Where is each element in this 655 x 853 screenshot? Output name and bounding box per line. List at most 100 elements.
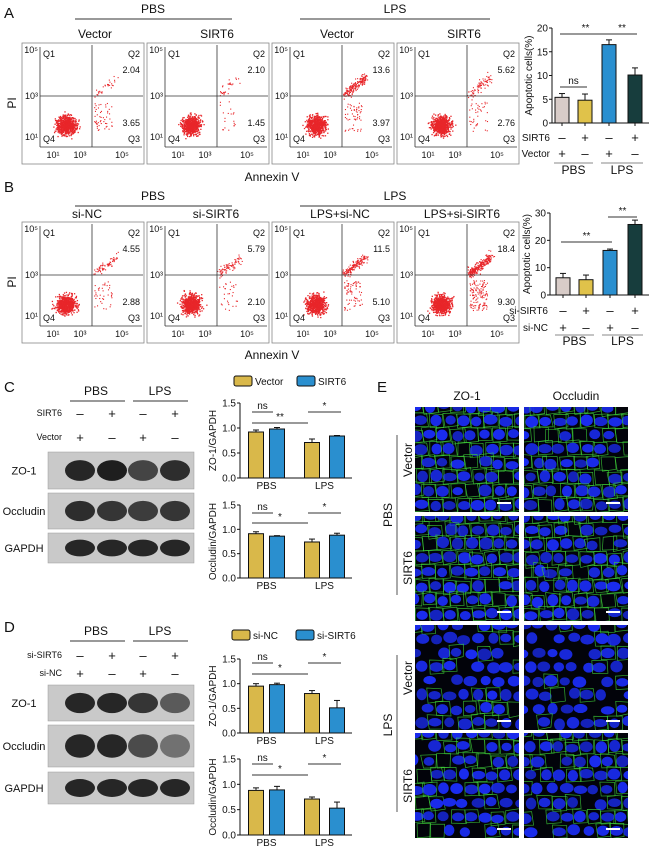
event-dot: [311, 127, 313, 130]
event-dot: [442, 135, 444, 137]
event-dot: [196, 301, 199, 303]
event-dot: [307, 123, 309, 126]
event-dot: [441, 127, 443, 130]
event-dot: [306, 116, 308, 118]
event-dot: [196, 135, 198, 137]
event-dot: [436, 124, 438, 126]
event-dot: [314, 125, 316, 127]
event-dot: [62, 131, 64, 134]
event-dot: [190, 122, 192, 125]
event-dot: [190, 135, 192, 137]
event-dot: [317, 116, 319, 118]
event-dot: [440, 128, 443, 130]
event-dot: [363, 77, 365, 79]
event-dot: [238, 261, 240, 263]
event-dot: [346, 91, 348, 93]
event-dot: [439, 116, 441, 118]
event-dot: [441, 119, 443, 121]
event-dot: [223, 298, 225, 300]
event-dot: [201, 310, 203, 312]
event-dot: [476, 124, 478, 126]
event-dot: [64, 118, 66, 120]
event-dot: [306, 119, 308, 122]
event-dot: [220, 272, 222, 274]
event-dot: [196, 310, 198, 312]
event-dot: [104, 265, 106, 267]
a-condition-1: Vector: [78, 27, 112, 41]
event-dot: [66, 129, 68, 132]
event-dot: [54, 119, 57, 122]
event-dot: [309, 114, 311, 116]
event-dot: [198, 315, 200, 317]
event-dot: [66, 296, 68, 299]
event-dot: [57, 125, 59, 127]
event-dot: [99, 266, 101, 268]
event-dot: [318, 128, 321, 130]
event-dot: [180, 119, 182, 122]
event-dot: [189, 290, 191, 292]
event-dot: [355, 119, 357, 121]
event-dot: [469, 120, 471, 122]
event-dot: [185, 306, 187, 308]
event-dot: [59, 305, 61, 307]
event-dot: [102, 284, 104, 286]
event-dot: [195, 297, 197, 299]
event-dot: [224, 269, 226, 271]
event-dot: [436, 127, 438, 129]
event-dot: [188, 299, 190, 301]
event-dot: [58, 116, 60, 118]
panel-label-d: D: [4, 619, 15, 636]
q2-percentage: 13.6: [372, 65, 390, 75]
event-dot: [437, 127, 440, 129]
event-dot: [316, 126, 318, 129]
event-dot: [185, 118, 187, 121]
event-dot: [114, 258, 116, 260]
event-dot: [315, 112, 317, 115]
event-dot: [75, 124, 77, 126]
event-dot: [348, 90, 350, 92]
event-dot: [229, 268, 231, 270]
event-dot: [189, 122, 191, 124]
event-dot: [191, 302, 194, 304]
event-dot: [199, 121, 201, 124]
quadrant-label-q2: Q2: [503, 49, 515, 59]
event-dot: [314, 129, 316, 131]
event-dot: [431, 121, 433, 123]
y-tick-label: 10³: [25, 91, 38, 101]
y-tick-label: 10⁵: [399, 45, 413, 55]
event-dot: [189, 291, 192, 294]
event-dot: [310, 127, 312, 129]
event-dot: [183, 290, 186, 292]
a-condition-2: SIRT6: [200, 27, 234, 41]
event-dot: [194, 128, 196, 130]
event-dot: [196, 306, 198, 308]
event-dot: [70, 129, 72, 131]
event-dot: [78, 303, 80, 306]
event-dot: [70, 305, 73, 308]
event-dot: [99, 294, 101, 296]
event-dot: [188, 129, 190, 131]
event-dot: [181, 124, 184, 126]
event-dot: [109, 258, 112, 260]
event-dot: [473, 92, 475, 94]
event-dot: [74, 297, 77, 299]
event-dot: [219, 286, 221, 288]
event-dot: [189, 294, 191, 296]
x-tick-label: 10¹: [296, 150, 309, 160]
event-dot: [190, 117, 193, 120]
event-dot: [61, 127, 63, 130]
event-dot: [69, 308, 71, 310]
event-dot: [321, 122, 323, 124]
event-dot: [105, 104, 107, 106]
event-dot: [312, 126, 314, 128]
event-dot: [61, 297, 64, 300]
event-dot: [186, 299, 188, 301]
event-dot: [435, 120, 438, 122]
event-dot: [195, 302, 198, 305]
event-dot: [72, 122, 74, 124]
panel-label-b: B: [4, 179, 14, 196]
event-dot: [189, 118, 192, 121]
event-dot: [62, 310, 64, 312]
event-dot: [313, 136, 316, 138]
event-dot: [230, 113, 232, 115]
